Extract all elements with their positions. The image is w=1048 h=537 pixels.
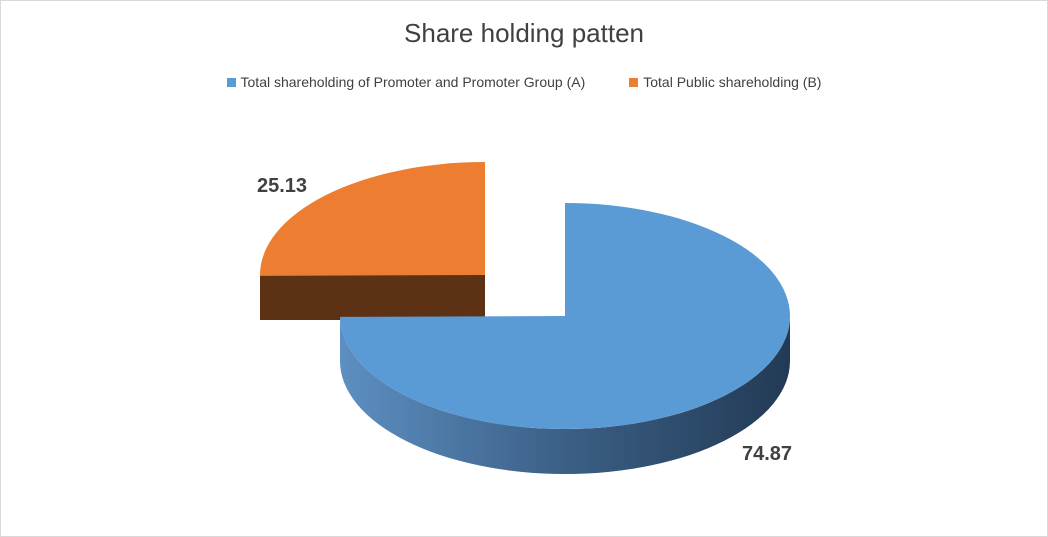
legend-entry-promoter[interactable]: Total shareholding of Promoter and Promo…: [226, 74, 586, 90]
slice-side-public: [260, 275, 485, 320]
slice-side-promoter: [340, 316, 790, 474]
chart-title: Share holding patten: [404, 18, 644, 48]
legend: Total shareholding of Promoter and Promo…: [0, 74, 1048, 90]
legend-swatch-promoter: [226, 77, 236, 87]
legend-label-public: Total Public shareholding (B): [643, 74, 822, 90]
slice-public[interactable]: [260, 162, 485, 276]
legend-entry-public[interactable]: Total Public shareholding (B): [629, 74, 821, 90]
legend-swatch-public: [629, 77, 639, 87]
data-label-promoter: 74.87: [742, 443, 792, 465]
data-label-public: 25.13: [257, 175, 307, 197]
slice-promoter[interactable]: [340, 203, 790, 429]
legend-label-promoter: Total shareholding of Promoter and Promo…: [240, 74, 586, 90]
